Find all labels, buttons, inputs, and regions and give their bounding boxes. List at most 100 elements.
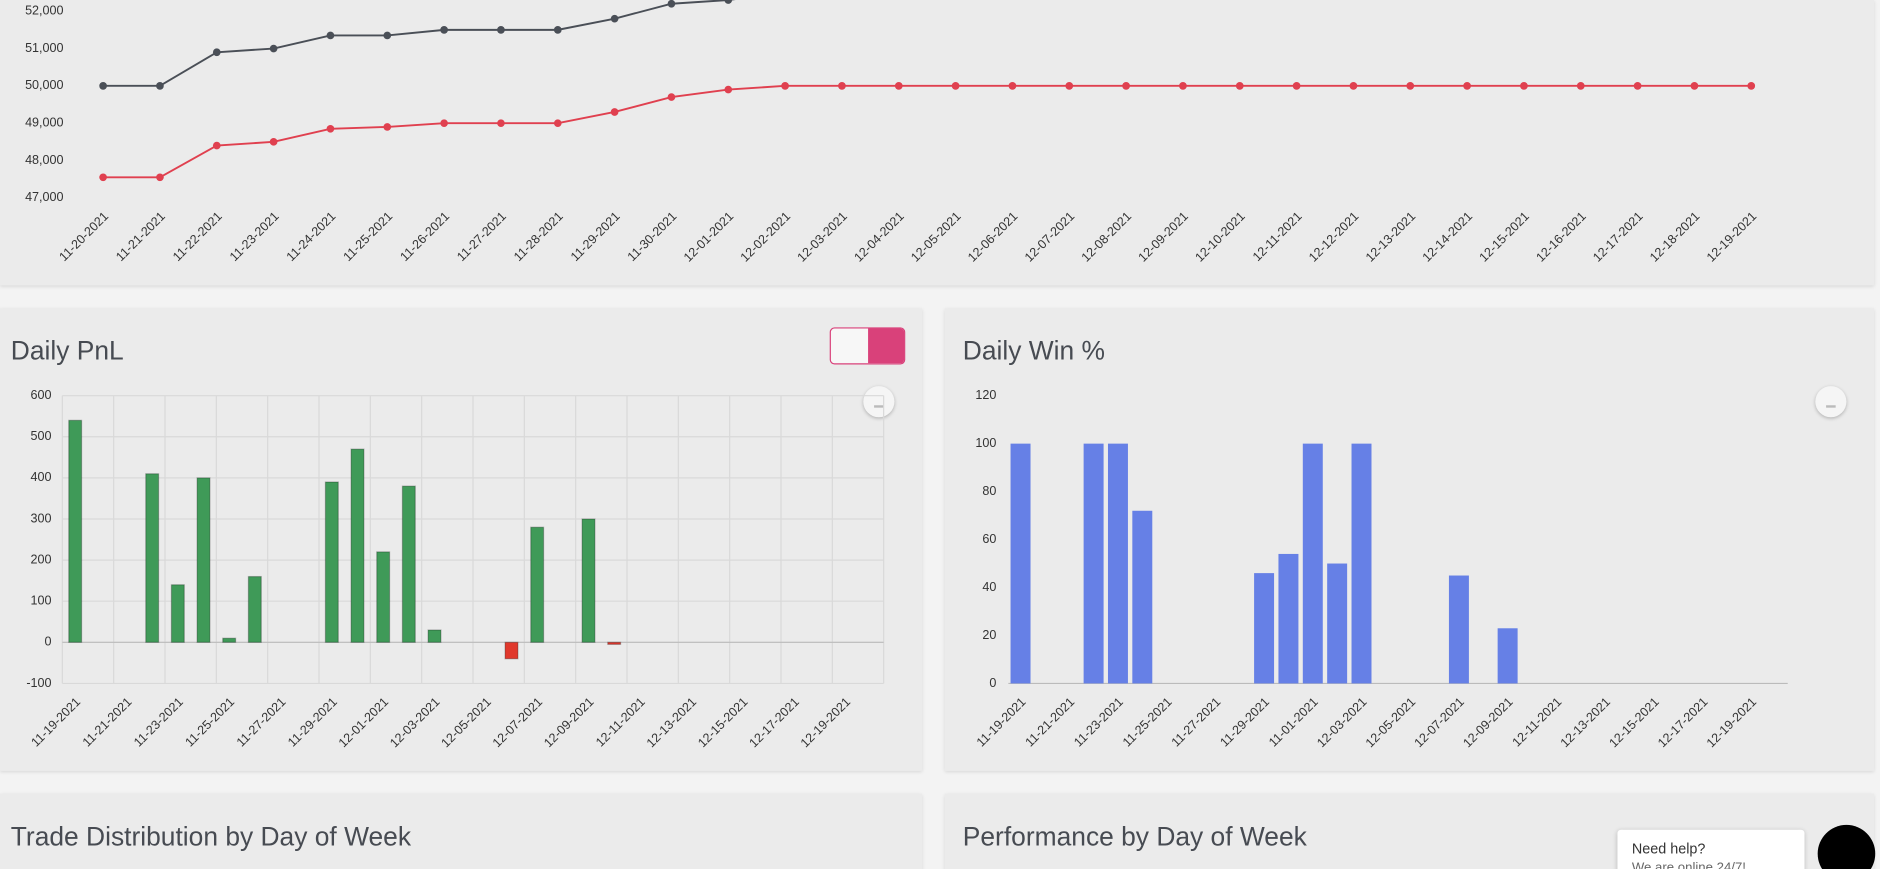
x-tick-label: 11-01-2021 xyxy=(1266,695,1321,750)
y-tick-label: 60 xyxy=(982,532,996,546)
point xyxy=(781,82,789,90)
x-tick-label: 12-06-2021 xyxy=(965,209,1020,264)
x-tick-label: 12-03-2021 xyxy=(1314,695,1369,750)
bar xyxy=(1302,443,1323,684)
chat-title: Need help? xyxy=(1631,840,1706,858)
x-tick-label: 12-10-2021 xyxy=(1192,209,1247,264)
x-tick-label: 12-18-2021 xyxy=(1647,209,1702,264)
bar xyxy=(196,477,211,643)
bar xyxy=(607,641,622,645)
view-toggle[interactable] xyxy=(829,327,906,365)
point xyxy=(212,141,221,150)
line xyxy=(103,84,1752,179)
x-tick-label: 12-01-2021 xyxy=(336,695,391,750)
x-tick-label: 12-15-2021 xyxy=(1477,209,1532,264)
point xyxy=(951,82,960,90)
point xyxy=(326,31,335,40)
chart-view-button[interactable] xyxy=(868,328,905,364)
y-tick-label: 500 xyxy=(31,429,52,443)
bar xyxy=(1327,563,1348,684)
download-button[interactable] xyxy=(863,386,895,418)
y-tick-label: 100 xyxy=(975,436,996,450)
x-tick-label: 11-20-2021 xyxy=(56,209,111,264)
x-tick-label: 12-11-2021 xyxy=(1510,695,1565,750)
point xyxy=(1179,82,1187,90)
point xyxy=(383,123,392,131)
chart: 0 20 40 60 80 100 120 11-19-202111-21-202111-23… xyxy=(974,388,1788,750)
y-tick-label: 100 xyxy=(31,594,52,608)
bar xyxy=(1254,573,1275,684)
bar xyxy=(1083,443,1104,684)
point xyxy=(326,124,335,133)
x-tick-label: 12-08-2021 xyxy=(1079,209,1134,264)
bar xyxy=(1448,575,1469,684)
y-tick-label: 40 xyxy=(982,580,996,594)
x-tick-label: 12-19-2021 xyxy=(1704,209,1759,264)
x-tick-label: 12-07-2021 xyxy=(1022,209,1077,264)
x-tick-label: 12-13-2021 xyxy=(644,695,699,750)
x-tick-label: 11-29-2021 xyxy=(285,695,340,750)
point xyxy=(1235,82,1244,90)
bar xyxy=(1132,510,1153,684)
panel-title: Daily PnL xyxy=(10,335,124,366)
x-tick-label: 11-21-2021 xyxy=(1023,695,1078,750)
y-tick-label: 51,000 xyxy=(25,41,63,55)
chat-button[interactable] xyxy=(1817,824,1876,869)
point xyxy=(497,26,505,34)
x-tick-label: 12-05-2021 xyxy=(908,209,963,264)
x-tick-label: 11-25-2021 xyxy=(183,695,238,750)
point xyxy=(156,82,164,90)
point xyxy=(724,0,733,4)
x-tick-label: 12-09-2021 xyxy=(1460,695,1515,750)
bar xyxy=(1351,443,1372,684)
chat-box[interactable]: Need help? We are online 24/7! xyxy=(1617,829,1805,869)
section-title: Performance by Day of Week xyxy=(962,821,1307,852)
point xyxy=(440,119,448,128)
x-tick-label: 12-13-2021 xyxy=(1558,695,1613,750)
x-tick-label: 11-23-2021 xyxy=(227,209,282,264)
point xyxy=(156,173,164,182)
x-tick-label: 11-29-2021 xyxy=(1217,695,1272,750)
point xyxy=(610,14,619,23)
distribution-panel xyxy=(0,793,923,869)
y-tick-label: 0 xyxy=(989,676,996,690)
point xyxy=(667,0,676,8)
bar xyxy=(376,551,391,643)
x-tick-label: 12-09-2021 xyxy=(1136,209,1191,264)
x-tick-label: 11-26-2021 xyxy=(397,209,452,264)
x-tick-label: 12-07-2021 xyxy=(490,695,545,750)
equity-panel xyxy=(0,0,1875,286)
download-button[interactable] xyxy=(1815,386,1847,418)
x-tick-label: 12-05-2021 xyxy=(1363,695,1418,750)
y-tick-label: 200 xyxy=(31,552,52,566)
point xyxy=(269,44,278,53)
x-tick-label: 11-25-2021 xyxy=(1120,695,1175,750)
point xyxy=(1065,82,1074,90)
bar xyxy=(504,641,519,660)
point xyxy=(724,85,733,94)
point xyxy=(1690,82,1699,90)
x-tick-label: 12-17-2021 xyxy=(1655,695,1710,750)
point xyxy=(269,138,278,146)
x-tick-label: 11-27-2021 xyxy=(1169,695,1224,750)
y-tick-label: 80 xyxy=(982,484,996,498)
y-tick-label: 600 xyxy=(31,388,52,402)
y-tick-label: 20 xyxy=(982,628,996,642)
point xyxy=(894,82,903,90)
point xyxy=(1747,82,1756,90)
point xyxy=(553,26,562,34)
x-tick-label: 12-17-2021 xyxy=(1590,209,1645,264)
bar xyxy=(1497,628,1518,684)
point xyxy=(99,173,107,182)
y-tick-label: -100 xyxy=(26,676,51,690)
point xyxy=(212,48,221,57)
chart: 47,000 48,000 49,000 50,000 51,000 52,000 11-2… xyxy=(25,0,1759,265)
y-tick-label: 49,000 xyxy=(25,116,63,130)
x-tick-label: 12-09-2021 xyxy=(541,695,596,750)
point xyxy=(1122,82,1130,90)
point xyxy=(440,26,448,34)
x-tick-label: 12-17-2021 xyxy=(747,695,802,750)
bar xyxy=(530,526,545,643)
